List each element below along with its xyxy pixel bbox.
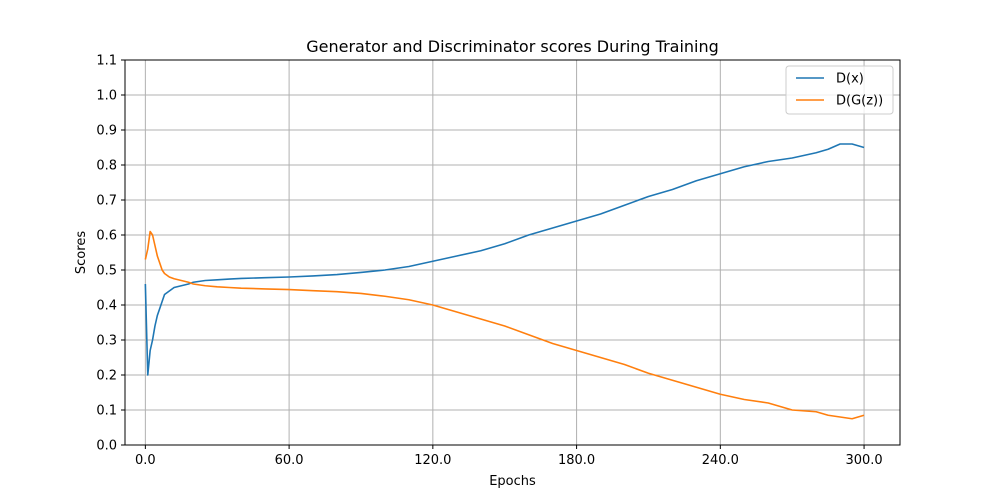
x-tick-label: 60.0	[275, 453, 304, 468]
x-tick-label: 240.0	[702, 453, 739, 468]
y-tick-label: 1.0	[96, 89, 117, 104]
y-tick-label: 0.8	[96, 159, 117, 174]
x-tick-label: 120.0	[414, 453, 451, 468]
y-axis-ticks: 0.0 0.1 0.2 0.3 0.4 0.5 0.6 0.7 0.8 0.9 1.0 1.1	[96, 54, 125, 454]
y-tick-label: 0.0	[96, 439, 117, 454]
y-tick-label: 0.2	[96, 369, 117, 384]
y-tick-label: 0.6	[96, 229, 117, 244]
y-tick-label: 0.3	[96, 334, 117, 349]
legend-label-d-x: D(x)	[836, 72, 864, 87]
series-line-d-x	[144, 143, 865, 376]
x-axis-label: Epochs	[489, 474, 536, 489]
x-tick-label: 300.0	[845, 453, 882, 468]
plot-frame	[124, 59, 901, 446]
series-line-d-g-z	[144, 230, 865, 420]
legend-label-d-g-z: D(G(z))	[836, 94, 883, 109]
y-tick-label: 0.5	[96, 264, 117, 279]
y-tick-label: 0.1	[96, 404, 117, 419]
chart-title: Generator and Discriminator scores Durin…	[306, 37, 719, 56]
x-tick-label: 0.0	[135, 453, 156, 468]
grid-lines	[125, 59, 900, 446]
y-tick-label: 0.7	[96, 194, 117, 209]
y-tick-label: 0.9	[96, 124, 117, 139]
x-tick-label: 180.0	[558, 453, 595, 468]
legend: D(x) D(G(z))	[785, 65, 894, 115]
y-tick-label: 1.1	[96, 54, 117, 69]
y-tick-label: 0.4	[96, 299, 117, 314]
series-lines	[144, 143, 865, 420]
x-axis-ticks: 0.0 60.0 120.0 180.0 240.0 300.0	[135, 445, 883, 468]
y-axis-label: Scores	[74, 231, 89, 274]
